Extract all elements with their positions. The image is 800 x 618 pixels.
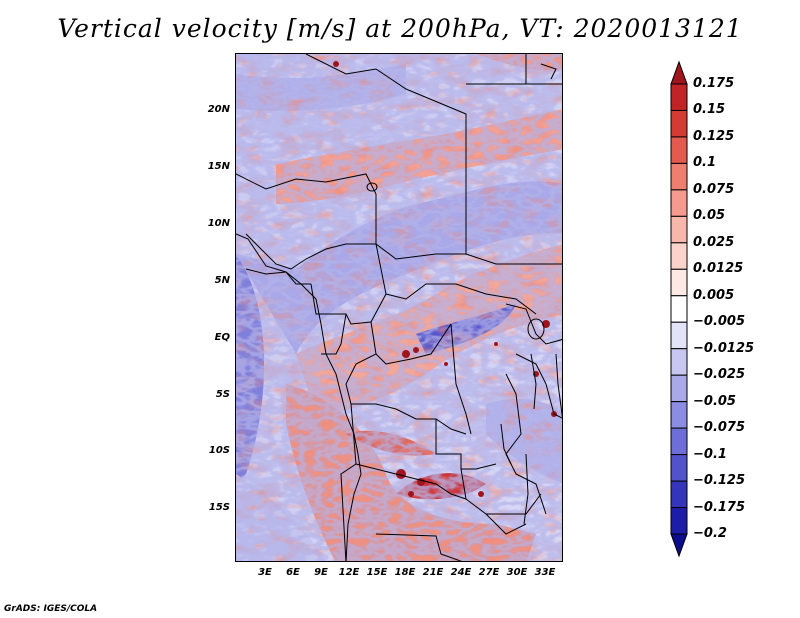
colorbar-label: −0.1	[693, 446, 727, 462]
colorbar-label: 0.175	[693, 76, 735, 91]
coastline	[236, 233, 562, 561]
colorbar-segment	[670, 480, 688, 509]
colorbar-label: 0.025	[693, 234, 735, 250]
lon-label-3e: 3E	[258, 567, 272, 578]
map-plot-area[interactable]	[235, 53, 563, 562]
lon-label-24e: 24E	[450, 567, 472, 578]
colorbar-label: 0.075	[693, 181, 735, 197]
colorbar-label: −0.175	[693, 499, 746, 515]
colorbar-segment	[670, 268, 688, 297]
colorbar-label: −0.125	[693, 473, 746, 489]
colorbar	[670, 60, 688, 558]
lon-label-9e: 9E	[314, 567, 328, 578]
colorbar-label: 0.125	[693, 128, 735, 144]
lat-label-15s: 15S	[208, 502, 230, 513]
lakes	[366, 182, 545, 525]
lat-label-5s: 5S	[215, 389, 230, 400]
colorbar-label: −0.05	[693, 393, 736, 409]
colorbar-segment	[670, 427, 688, 456]
lon-label-12e: 12E	[338, 567, 360, 578]
colorbar-segment	[670, 321, 688, 350]
lon-label-33e: 33E	[534, 567, 556, 578]
colorbar-bottom-arrow	[670, 533, 688, 558]
colorbar-segment	[670, 109, 688, 138]
colorbar-segment	[670, 374, 688, 403]
colorbar-segment	[670, 83, 688, 111]
grads-credit: GrADS: IGES/COLA	[4, 604, 98, 614]
colorbar-label: −0.2	[693, 526, 727, 541]
lon-label-21e: 21E	[422, 567, 444, 578]
lat-label-10n: 10N	[207, 218, 230, 229]
lat-label-10s: 10S	[208, 445, 230, 456]
chart-title: Vertical velocity [m/s] at 200hPa, VT: 2…	[57, 14, 743, 43]
colorbar-segment	[670, 242, 688, 270]
colorbar-label: −0.075	[693, 420, 746, 436]
lon-label-27e: 27E	[478, 567, 500, 578]
lon-label-6e: 6E	[286, 567, 300, 578]
field-texture-white	[236, 54, 562, 561]
colorbar-label: −0.025	[693, 367, 746, 383]
colorbar-segment	[670, 507, 688, 535]
colorbar-label: 0.15	[693, 102, 726, 118]
colorbar-label: 0.05	[693, 208, 726, 224]
lon-label-18e: 18E	[394, 567, 416, 578]
lat-label-20n: 20N	[207, 104, 230, 115]
colorbar-top-arrow	[670, 60, 688, 85]
colorbar-label: −0.005	[693, 314, 746, 330]
country-boundaries	[236, 54, 562, 561]
lat-label-eq: EQ	[214, 332, 230, 343]
colorbar-label: −0.0125	[693, 340, 755, 356]
lat-label-15n: 15N	[207, 161, 230, 172]
lon-label-30e: 30E	[506, 567, 528, 578]
lat-label-5n: 5N	[214, 275, 230, 286]
colorbar-segment	[670, 295, 688, 323]
colorbar-segment	[670, 189, 688, 217]
colorbar-segment	[670, 454, 688, 482]
colorbar-segment	[670, 401, 688, 429]
colorbar-segment	[670, 348, 688, 376]
colorbar-segment	[670, 162, 688, 191]
lon-label-15e: 15E	[366, 567, 388, 578]
colorbar-label: 0.1	[693, 155, 717, 171]
colorbar-segment	[670, 215, 688, 244]
vertical-velocity-field	[236, 54, 562, 561]
colorbar-label: 0.0125	[693, 261, 744, 277]
colorbar-segment	[670, 136, 688, 164]
colorbar-label: 0.005	[693, 287, 735, 303]
